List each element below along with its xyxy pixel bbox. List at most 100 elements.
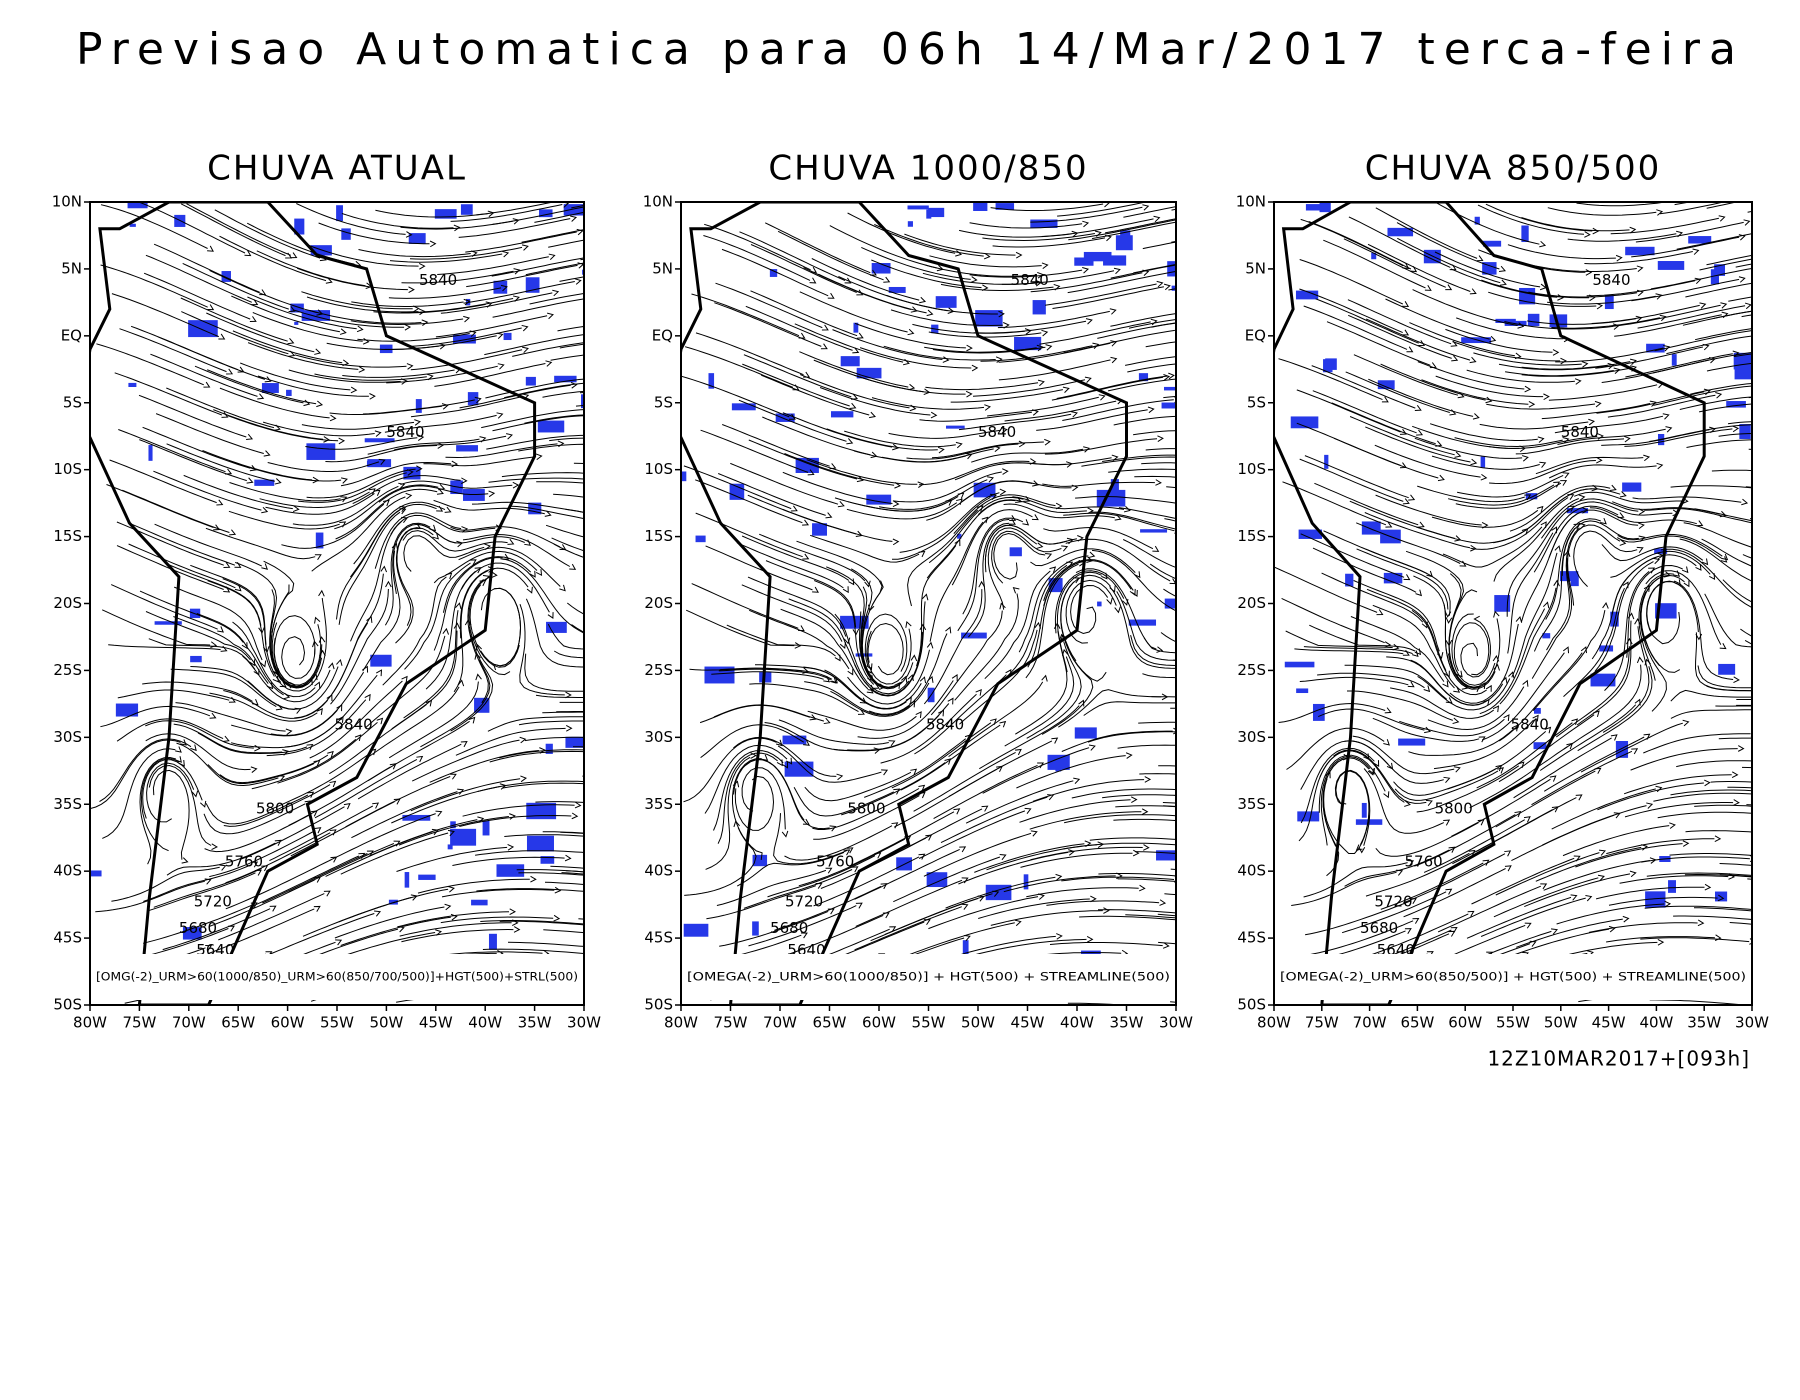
stream-arrow xyxy=(254,744,261,752)
stream-arrow xyxy=(1629,358,1637,366)
streamline xyxy=(891,722,992,789)
stream-arrow xyxy=(1635,315,1643,323)
streamline xyxy=(352,475,461,505)
stream-arrow xyxy=(226,368,234,375)
streamline xyxy=(314,373,427,381)
stream-arrow xyxy=(405,231,413,238)
stream-arrow xyxy=(1629,226,1637,234)
precip-patch xyxy=(418,874,436,880)
streamline xyxy=(524,653,584,692)
stream-arrow xyxy=(496,412,504,419)
streamline xyxy=(959,629,1038,725)
stream-arrow xyxy=(624,337,629,343)
streamline xyxy=(854,374,966,395)
streamline xyxy=(486,434,584,450)
precip-patch xyxy=(1533,707,1541,714)
stream-arrow xyxy=(354,734,362,742)
stream-arrow xyxy=(1201,730,1207,736)
streamline xyxy=(1704,593,1752,648)
streamline xyxy=(469,584,520,668)
streamline xyxy=(481,409,584,429)
stream-arrow xyxy=(552,289,560,297)
stream-arrow xyxy=(1619,491,1627,498)
stream-arrow xyxy=(1663,345,1671,352)
streamline xyxy=(1149,563,1176,580)
stream-arrow xyxy=(526,586,533,594)
stream-arrow xyxy=(613,924,619,930)
stream-arrow xyxy=(1522,679,1529,687)
streamline xyxy=(780,608,869,690)
streamline xyxy=(1045,283,1157,306)
stream-arrow xyxy=(1623,435,1631,443)
stream-arrow xyxy=(1521,455,1529,462)
streamline xyxy=(1486,403,1596,410)
streamline xyxy=(1063,512,1175,532)
stream-arrow xyxy=(521,244,529,251)
streamline xyxy=(117,689,230,701)
streamline xyxy=(345,776,451,828)
streamline xyxy=(166,387,275,429)
stream-arrow xyxy=(1767,190,1773,196)
stream-arrow xyxy=(1031,514,1039,521)
stream-arrow xyxy=(553,914,561,922)
streamline xyxy=(547,623,584,650)
stream-arrow xyxy=(761,754,769,761)
stream-arrow xyxy=(921,593,929,601)
stream-arrow xyxy=(1704,883,1712,891)
streamline xyxy=(148,638,256,670)
streamline xyxy=(284,674,378,748)
stream-arrow xyxy=(1088,551,1096,559)
stream-arrow xyxy=(1424,726,1432,734)
streamline xyxy=(1030,272,1143,293)
stream-arrow xyxy=(1636,265,1644,272)
stream-arrow xyxy=(617,836,623,842)
stream-arrow xyxy=(314,554,322,561)
stream-arrow xyxy=(1524,385,1532,393)
streamline xyxy=(803,666,907,710)
streamline xyxy=(1341,891,1447,934)
stream-arrow xyxy=(1629,870,1637,878)
streamline xyxy=(1471,857,1575,905)
precip-patch xyxy=(254,479,275,486)
lon-label: 60W xyxy=(862,1014,896,1032)
streamline xyxy=(1091,221,1176,240)
stream-arrow xyxy=(1738,276,1746,283)
streamline xyxy=(888,429,1001,439)
streamline xyxy=(1690,382,1752,395)
streamline xyxy=(301,291,413,310)
stream-arrow xyxy=(564,854,572,862)
stream-arrow xyxy=(285,728,293,736)
stream-arrow xyxy=(1643,454,1651,462)
stream-arrow xyxy=(976,505,984,512)
stream-arrow xyxy=(1024,328,1032,335)
coastline xyxy=(681,202,1128,1005)
streamline xyxy=(553,650,584,659)
streamline xyxy=(1699,258,1752,271)
streamline xyxy=(1619,875,1729,884)
streamline xyxy=(1653,351,1752,374)
stream-arrow xyxy=(1159,899,1167,906)
stream-arrow xyxy=(1615,254,1623,262)
stream-arrow xyxy=(655,714,661,720)
streamline xyxy=(1057,202,1149,217)
streamline xyxy=(1054,570,1125,634)
stream-arrow xyxy=(507,538,515,545)
stream-arrow xyxy=(1793,644,1799,650)
streamline xyxy=(929,521,984,642)
stream-arrow xyxy=(1037,271,1044,279)
stream-arrow xyxy=(521,324,529,332)
stream-arrow xyxy=(638,738,644,744)
streamline xyxy=(871,397,985,410)
stream-arrow xyxy=(918,784,926,792)
streamline xyxy=(913,751,1016,812)
streamline xyxy=(924,346,1037,353)
precip-patch xyxy=(1646,343,1665,353)
streamline xyxy=(100,204,208,249)
streamline xyxy=(971,448,1084,463)
stream-arrow xyxy=(1681,566,1689,574)
stream-arrow xyxy=(681,494,687,500)
stream-arrow xyxy=(1138,884,1146,892)
precip-patch xyxy=(961,632,987,639)
stream-arrow xyxy=(984,404,991,411)
streamline xyxy=(1640,937,1750,943)
